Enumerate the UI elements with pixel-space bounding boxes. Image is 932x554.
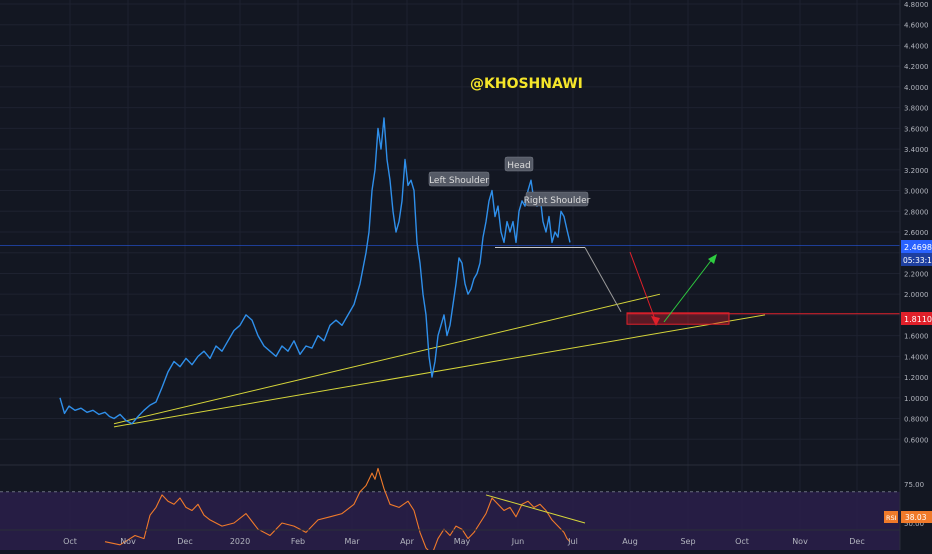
head-text: Head	[507, 161, 531, 171]
watermark: @KHOSHNAWI	[470, 76, 583, 92]
price-line	[59, 117, 571, 425]
price-tick-label: 0.6000	[904, 436, 929, 444]
price-tick-label: 1.0000	[904, 395, 929, 403]
down-arrow-head	[651, 316, 660, 326]
price-tick-label: 1.2000	[904, 374, 929, 382]
price-tick-label: 4.4000	[904, 42, 929, 50]
price-tick-label: 4.0000	[904, 84, 929, 92]
price-tick-label: 1.4000	[904, 353, 929, 361]
price-tick-label: 4.8000	[904, 1, 929, 9]
rsi-value: 38.03	[905, 513, 927, 522]
rsi-line	[104, 467, 571, 554]
target-zone	[626, 312, 730, 325]
price-tick-label: 3.8000	[904, 105, 929, 113]
time-tick-label: Sep	[680, 537, 695, 546]
up-arrow-shaft	[663, 257, 714, 323]
left-shoulder-label: Left Shoulder	[428, 171, 490, 187]
upper-trendline	[113, 293, 661, 425]
rsi-tick-label: 50.00	[904, 520, 924, 528]
price-tick-label: 2.6000	[904, 229, 929, 237]
rsi-divergence-line	[485, 494, 586, 524]
time-tick-label: Aug	[622, 537, 638, 546]
rsi-name: RSI	[886, 514, 897, 522]
up-arrow-head	[708, 254, 717, 264]
down-arrow-shaft	[629, 251, 657, 323]
time-tick-label: Mar	[344, 537, 360, 546]
countdown-value: 05:33:11	[903, 256, 932, 265]
price-series	[59, 117, 571, 425]
rsi-legend-tag[interactable]: RSI 38.03	[884, 511, 932, 523]
rsi-band-fill	[0, 491, 900, 554]
time-axis[interactable]: Oct Nov Dec 2020 Feb Mar Apr May Jun Jul Aug Sep Oct…	[63, 537, 865, 546]
rsi-series	[104, 467, 586, 554]
trendlines	[0, 245, 900, 428]
price-tick-label: 3.4000	[904, 146, 929, 154]
right-shoulder-text: Right Shoulder	[524, 196, 591, 206]
price-tick-label: 1.6000	[904, 333, 929, 341]
breakdown-projection	[584, 247, 622, 313]
price-tick-label: 3.6000	[904, 125, 929, 133]
projection-arrows	[629, 251, 717, 326]
target-price-value: 1.8110	[904, 315, 932, 324]
time-tick-label: Oct	[735, 537, 749, 546]
last-price-tag[interactable]: 2.4698	[901, 240, 932, 253]
time-tick-label: 2020	[230, 537, 250, 546]
time-tick-label: Jun	[511, 537, 525, 546]
head-label: Head	[504, 156, 534, 172]
time-tick-label: Nov	[120, 537, 136, 546]
time-tick-label: May	[454, 537, 471, 546]
time-tick-label: Feb	[291, 537, 305, 546]
time-tick-label: Apr	[400, 537, 415, 546]
price-tick-label: 4.2000	[904, 63, 929, 71]
time-tick-label: Dec	[849, 537, 864, 546]
target-zone-box	[626, 312, 730, 325]
last-price-value: 2.4698	[904, 243, 932, 252]
left-shoulder-text: Left Shoulder	[429, 176, 489, 186]
rsi-tick-label: 75.00	[904, 481, 924, 489]
price-tick-label: 3.0000	[904, 188, 929, 196]
chart-grid	[0, 0, 900, 530]
time-tick-label: Oct	[63, 537, 77, 546]
time-tick-label: Jul	[567, 537, 578, 546]
target-price-tag[interactable]: 1.8110	[901, 312, 932, 325]
right-shoulder-label: Right Shoulder	[524, 191, 591, 207]
price-tick-label: 2.0000	[904, 291, 929, 299]
time-tick-label: Dec	[177, 537, 192, 546]
rsi-band	[0, 491, 900, 554]
lower-trendline	[113, 314, 766, 428]
price-tick-label: 2.8000	[904, 208, 929, 216]
price-tick-label: 2.2000	[904, 270, 929, 278]
price-tick-label: 0.8000	[904, 416, 929, 424]
time-tick-label: Nov	[792, 537, 808, 546]
price-tick-label: 3.2000	[904, 167, 929, 175]
price-tick-label: 4.6000	[904, 22, 929, 30]
countdown-tag: 05:33:11	[901, 253, 932, 266]
